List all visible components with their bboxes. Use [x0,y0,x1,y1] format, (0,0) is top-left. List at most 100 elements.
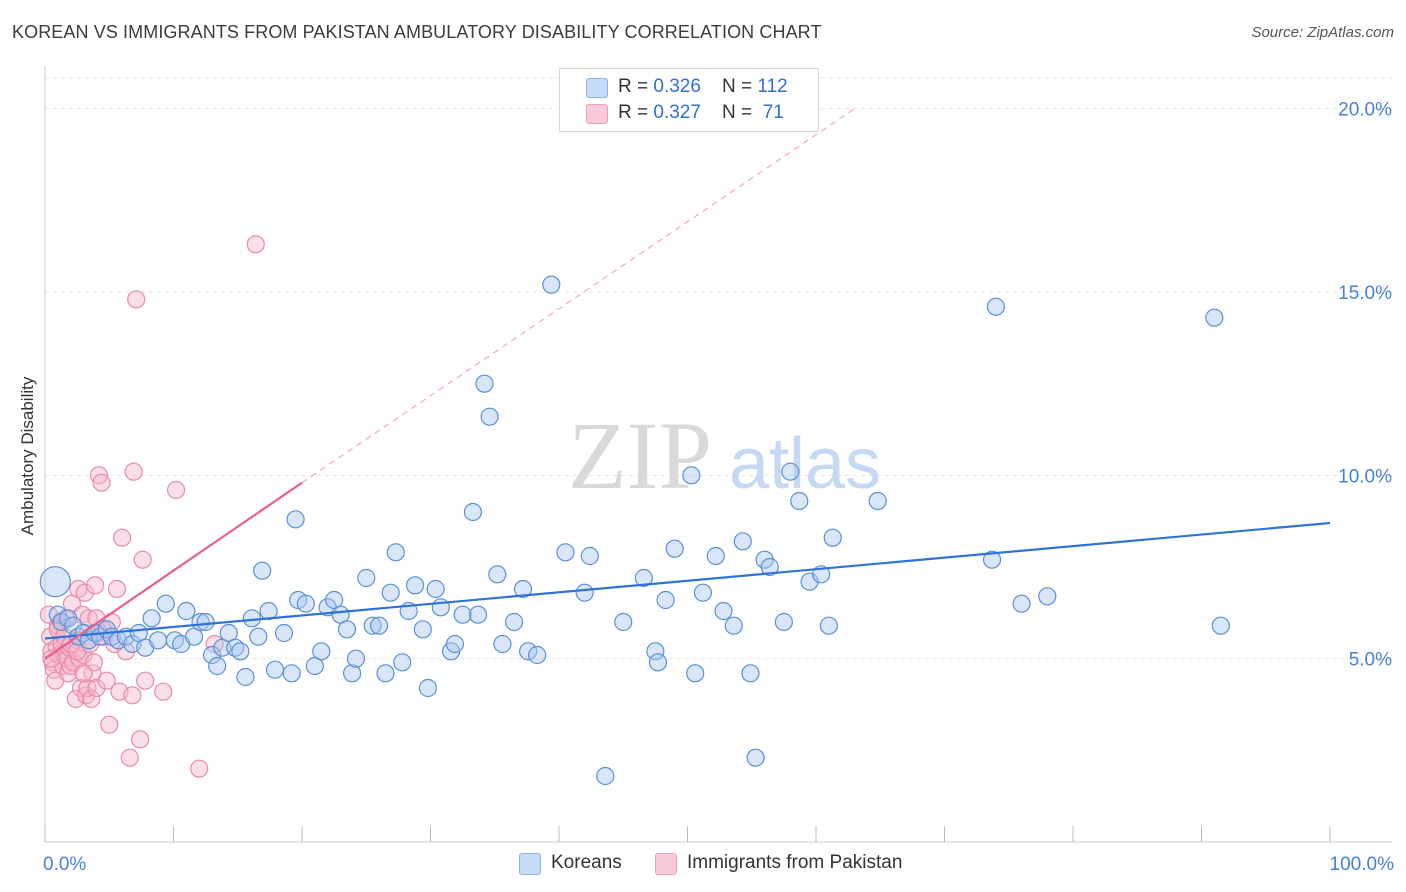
grid-lines [45,77,1392,660]
pakistan-trend-extension [301,108,855,484]
watermark-zip: ZIP [568,402,712,509]
pakistan-point [92,473,111,492]
legend-pakistan-swatch [655,853,677,875]
pakistan-point [100,715,119,734]
y-tick-label: 20.0% [1338,100,1392,121]
korean-point [868,491,887,511]
axes [44,66,1392,843]
x-tick-label-max: 100.0% [1330,854,1395,875]
pakistan-point [97,671,116,690]
trend-lines [44,108,1331,660]
korean-point [418,678,438,698]
pakistan-point [82,689,101,709]
korean-point [488,565,507,584]
korean-stats: R = 0.326 N = 112 [618,76,788,97]
korean-point [393,653,412,672]
korean-point [265,660,285,679]
pakistan-point [66,689,85,709]
korean-point [746,748,765,767]
korean-points [39,275,1230,786]
korean-point [493,634,512,654]
korean-point [274,623,294,643]
source-label: Source: ZipAtlas.com [1251,24,1394,41]
korean-point [202,645,222,665]
pakistan-point [123,686,142,705]
pakistan-point [130,730,150,749]
pakistan-point [133,550,152,569]
korean-point [426,579,445,599]
pakistan-point [86,576,105,595]
korean-point [468,605,488,624]
korean-point [370,616,389,635]
korean-point [231,642,250,661]
korean-point [453,605,472,624]
korean-point [296,594,315,613]
korean-point [177,601,196,621]
pakistan-point [74,664,93,683]
korean-point [646,642,665,661]
korean-point [760,557,779,577]
korean-point [1038,587,1057,606]
pakistan-point [166,480,186,500]
pakistan-point [136,671,155,690]
x-tick-label-min: 0.0% [43,854,86,875]
korean-point [774,612,793,632]
pakistan-point [190,759,209,778]
korean-point [982,550,1002,569]
korean-point [196,612,215,632]
legend-pakistan-label: Immigrants from Pakistan [687,852,903,873]
korean-point [346,649,366,668]
korean-point [156,594,175,613]
korean-point [724,616,743,635]
korean-point [556,543,575,562]
korean-point [1211,616,1230,635]
korean-point [656,590,675,610]
korean-point [463,502,483,522]
korean-point [475,374,494,393]
pakistan-swatch [586,104,608,124]
stats-legend: R = 0.326 N = 112 R = 0.327 N = 71 [559,68,819,132]
korean-point [819,616,838,635]
pakistan-point [246,235,265,254]
pakistan-point [42,649,61,668]
legend-korean-swatch [519,853,541,875]
korean-point [236,667,255,687]
korean-point [445,634,465,654]
korean-point [282,664,301,683]
korean-point [986,297,1006,316]
korean-point [312,642,331,661]
korean-point [363,616,382,635]
korean-point [64,616,83,635]
korean-point [733,532,752,551]
korean-point [686,664,705,683]
pakistan-stats: R = 0.327 N = 71 [618,102,784,123]
pakistan-point [59,664,78,683]
korean-point [386,543,405,562]
watermark-atlas: atlas [729,424,881,504]
pakistan-point [154,682,173,701]
korean-point [253,561,272,580]
legend-korean-label: Koreans [551,852,622,873]
korean-point [1205,308,1224,327]
korean-point [741,664,760,683]
watermark: ZIP atlas [568,402,881,509]
korean-point [405,576,425,595]
korean-point [614,612,633,632]
y-tick-label: 10.0% [1338,466,1392,487]
korean-point [39,566,71,598]
pakistan-point [87,678,106,698]
pakistan-point [120,748,139,767]
tick-labels: 5.0% 10.0% 15.0% 20.0% 0.0% 100.0% [43,100,1394,875]
korean-point [1012,594,1031,613]
pakistan-point [89,466,109,485]
korean-point [596,766,615,786]
korean-point [575,583,594,602]
chart-title: KOREAN VS IMMIGRANTS FROM PAKISTAN AMBUL… [12,22,822,42]
korean-point [480,407,499,426]
pakistan-point [107,579,127,599]
korean-point [381,583,400,602]
korean-point [519,642,538,661]
korean-point [142,609,161,628]
korean-point [823,528,842,547]
